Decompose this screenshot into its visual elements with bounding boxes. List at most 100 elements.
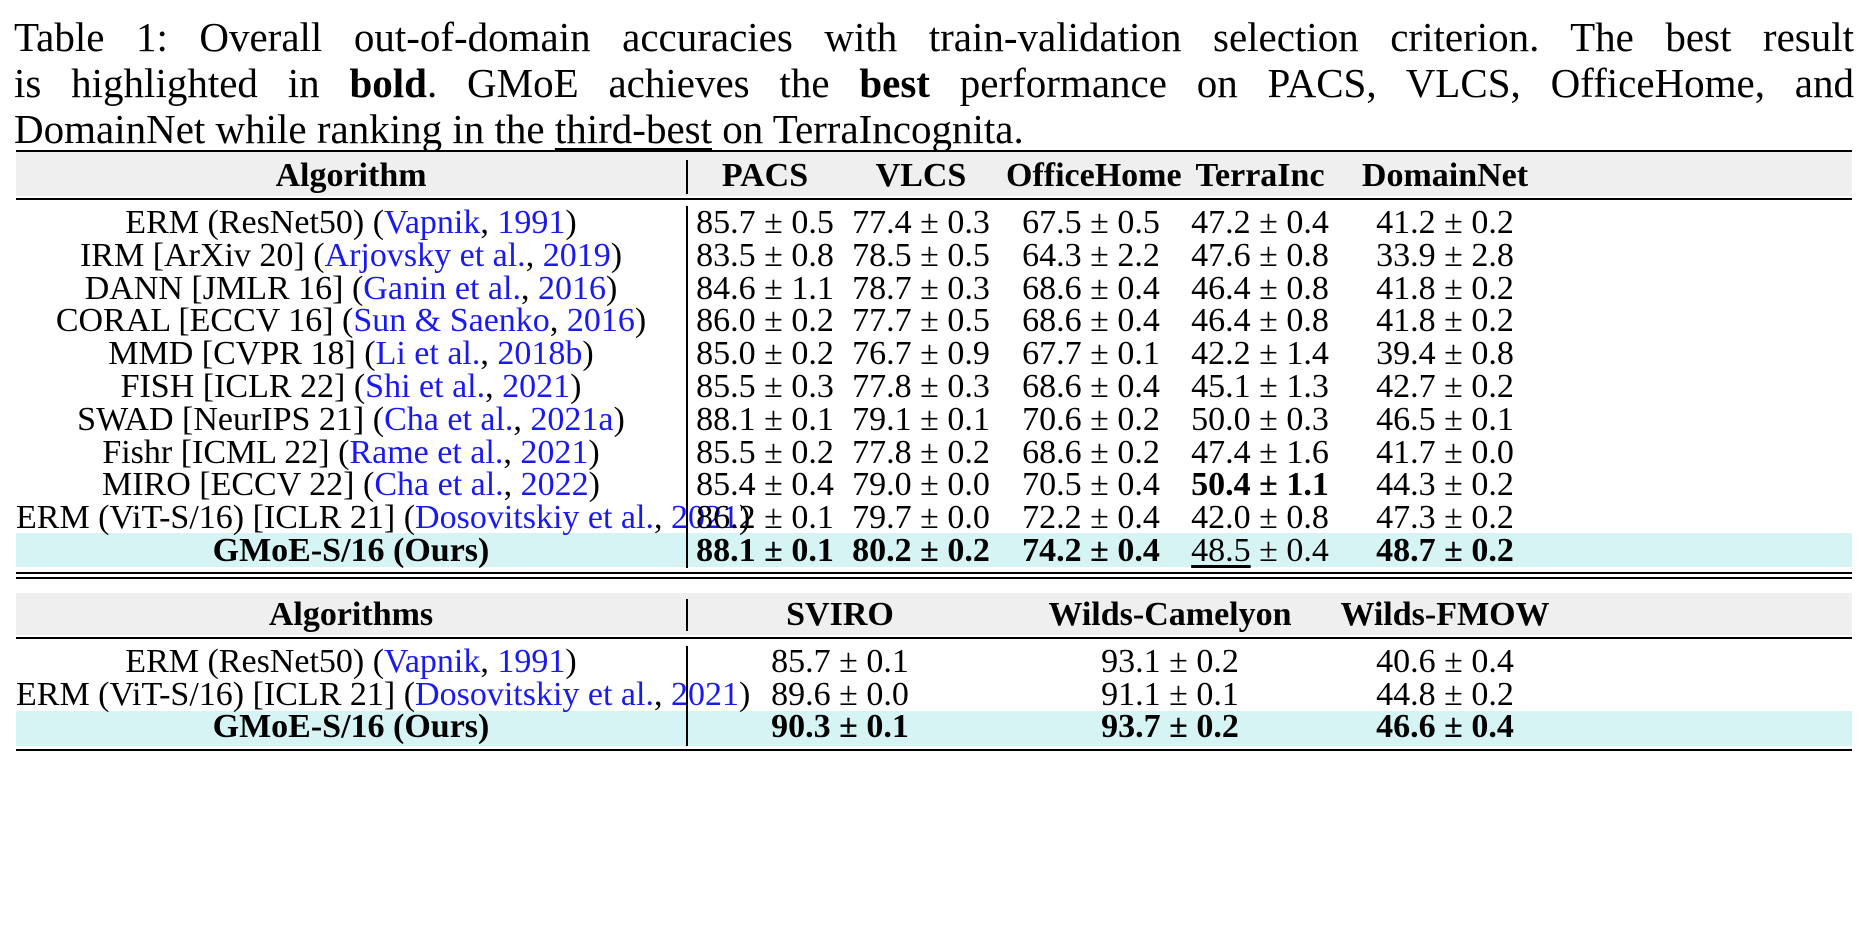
table-cell: 68.6 ± 0.4 xyxy=(1022,368,1160,405)
table-cell: 41.8 ± 0.2 xyxy=(1376,270,1514,307)
table-cell: 46.4 ± 0.8 xyxy=(1191,302,1329,339)
algorithm-label: DANN [JMLR 16] ( xyxy=(84,270,364,307)
citation-separator: , xyxy=(480,204,498,241)
caption-line-2: is highlighted in bold. GMoE achieves th… xyxy=(14,60,1854,106)
table-cell: 89.6 ± 0.0 xyxy=(771,676,909,713)
table-cell: 42.0 ± 0.8 xyxy=(1191,499,1329,536)
citation-year: 1991 xyxy=(497,643,566,680)
header-wilds-fmow: Wilds-FMOW xyxy=(1340,596,1550,633)
column-divider xyxy=(686,646,688,746)
table-cell: 48.5 ± 0.4 xyxy=(1180,531,1340,570)
citation-close: ) xyxy=(588,466,600,503)
citation-year: 2021 xyxy=(670,499,739,536)
algorithm-name: ERM (ViT-S/16) [ICLR 21] (Dosovitskiy et… xyxy=(16,675,750,714)
citation-separator: , xyxy=(503,434,521,471)
ours-row-bg xyxy=(16,533,1852,567)
column-divider xyxy=(686,206,688,568)
citation-year: 2018b xyxy=(497,335,583,372)
table-cell: 67.5 ± 0.5 xyxy=(1022,204,1160,241)
algorithm-label: Fishr [ICML 22] ( xyxy=(102,434,350,471)
citation-separator: , xyxy=(503,466,521,503)
table-cell: 85.4 ± 0.4 xyxy=(696,466,834,503)
algorithm-label: FISH [ICLR 22] ( xyxy=(120,368,366,405)
citation-separator: , xyxy=(653,499,671,536)
citation-author: Cha et al. xyxy=(384,401,514,438)
table-cell: 85.0 ± 0.2 xyxy=(696,335,834,372)
citation-author: Sun & Saenko xyxy=(353,302,550,339)
table-cell: 41.7 ± 0.0 xyxy=(1376,434,1514,471)
header-rule xyxy=(16,198,1852,200)
citation-year: 2021 xyxy=(502,368,571,405)
table-cell: 85.5 ± 0.3 xyxy=(696,368,834,405)
algorithm-label: SWAD [NeurIPS 21] ( xyxy=(77,401,385,438)
citation-close: ) xyxy=(738,499,751,536)
header-bg xyxy=(16,593,1852,635)
citation-year: 2022 xyxy=(520,466,589,503)
citation-close: ) xyxy=(738,676,751,713)
table-cell: 83.5 ± 0.8 xyxy=(696,237,834,274)
column-divider xyxy=(686,160,688,194)
algorithm-label: ERM (ViT-S/16) [ICLR 21] ( xyxy=(16,676,416,713)
top-rule xyxy=(16,150,1852,152)
table-cell: 47.4 ± 1.6 xyxy=(1191,434,1329,471)
algorithm-name: ERM (ViT-S/16) [ICLR 21] (Dosovitskiy et… xyxy=(16,498,750,537)
table-cell: 68.6 ± 0.4 xyxy=(1022,270,1160,307)
table-cell: 88.1 ± 0.1 xyxy=(696,401,834,438)
algorithm-label: ERM (ResNet50) ( xyxy=(125,643,385,680)
column-divider xyxy=(686,599,688,631)
citation-year: 2021 xyxy=(670,676,739,713)
algorithm-label: CORAL [ECCV 16] ( xyxy=(55,302,354,339)
table-cell: 79.7 ± 0.0 xyxy=(852,499,990,536)
citation-author: Dosovitskiy et al. xyxy=(415,676,654,713)
algorithm-name: MIRO [ECCV 22] (Cha et al., 2022) xyxy=(16,465,686,504)
caption-line-3: DomainNet while ranking in the third-bes… xyxy=(14,106,1024,152)
table-cell: 41.8 ± 0.2 xyxy=(1376,302,1514,339)
header-algorithms: Algorithms xyxy=(268,596,434,633)
table-cell: 47.6 ± 0.8 xyxy=(1191,237,1329,274)
algorithm-label: MMD [CVPR 18] ( xyxy=(108,335,376,372)
citation-author: Rame et al. xyxy=(349,434,504,471)
algorithm-label: ERM (ResNet50) ( xyxy=(125,204,385,241)
table-cell: 47.3 ± 0.2 xyxy=(1376,499,1514,536)
table-cell: 44.8 ± 0.2 xyxy=(1376,676,1514,713)
table-cell: 72.2 ± 0.4 xyxy=(1022,499,1160,536)
table-cell: 33.9 ± 2.8 xyxy=(1376,237,1514,274)
header-bg xyxy=(16,152,1852,196)
table-cell: 79.0 ± 0.0 xyxy=(852,466,990,503)
table-cell: 68.6 ± 0.2 xyxy=(1022,434,1160,471)
citation-close: ) xyxy=(588,434,600,471)
table-cell: 93.7 ± 0.2 xyxy=(1101,708,1239,745)
header-vlcs: VLCS xyxy=(875,157,967,194)
ours-row-bg xyxy=(16,711,1852,746)
algorithm-name: SWAD [NeurIPS 21] (Cha et al., 2021a) xyxy=(16,400,686,439)
citation-close: ) xyxy=(613,401,625,438)
citation-year: 2019 xyxy=(542,237,611,274)
citation-author: Arjovsky et al. xyxy=(324,237,526,274)
algorithm-name: CORAL [ECCV 16] (Sun & Saenko, 2016) xyxy=(16,301,686,340)
table-cell: 70.6 ± 0.2 xyxy=(1022,401,1160,438)
table-cell: 44.3 ± 0.2 xyxy=(1376,466,1514,503)
table-caption: Table 1: Overall out-of-domain accuracie… xyxy=(14,14,1854,152)
table-cell: 50.4 ± 1.1 xyxy=(1191,466,1329,503)
algorithm-name: GMoE-S/16 (Ours) xyxy=(212,532,490,569)
citation-separator: , xyxy=(549,302,567,339)
algorithm-name: ERM (ResNet50) (Vapnik, 1991) xyxy=(16,642,686,681)
citation-close: ) xyxy=(570,368,582,405)
table-cell: 40.6 ± 0.4 xyxy=(1376,643,1514,680)
table-cell: 85.7 ± 0.1 xyxy=(771,643,909,680)
table-cell: 48.7 ± 0.2 xyxy=(1376,532,1514,569)
citation-close: ) xyxy=(565,643,577,680)
citation-year: 1991 xyxy=(497,204,566,241)
header-algorithm: Algorithm xyxy=(275,157,427,194)
citation-separator: , xyxy=(480,643,498,680)
citation-close: ) xyxy=(610,237,623,274)
algorithm-name: IRM [ArXiv 20] (Arjovsky et al., 2019) xyxy=(16,236,686,275)
std-value: ± 0.4 xyxy=(1250,532,1329,569)
citation-author: Shi et al. xyxy=(365,368,486,405)
algorithm-name: ERM (ResNet50) (Vapnik, 1991) xyxy=(16,203,686,242)
table-cell: 84.6 ± 1.1 xyxy=(696,270,834,307)
algorithm-name: DANN [JMLR 16] (Ganin et al., 2016) xyxy=(16,269,686,308)
algorithm-label: IRM [ArXiv 20] ( xyxy=(79,237,325,274)
table-cell: 42.7 ± 0.2 xyxy=(1376,368,1514,405)
citation-separator: , xyxy=(480,335,498,372)
